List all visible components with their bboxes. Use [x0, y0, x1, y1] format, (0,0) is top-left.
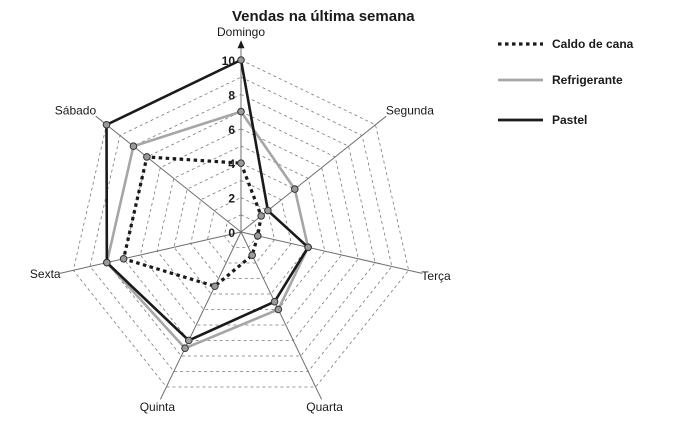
category-label-3: Quarta: [306, 400, 343, 414]
series-2-point-3: [270, 297, 279, 306]
spoke-2: [240, 231, 423, 274]
grid-ring-3: [190, 179, 292, 279]
series-line-1: [105, 110, 310, 350]
grid-ring-7: [123, 111, 359, 341]
axis-arrow: [237, 40, 245, 49]
tick-label-2: 2: [228, 192, 235, 206]
series-0-point-1: [257, 212, 265, 220]
series-1-point-0: [237, 107, 245, 116]
series-2-point-2: [304, 243, 312, 252]
series-2-point-0: [237, 56, 245, 64]
series-1-point-3: [274, 305, 283, 314]
series-0-point-5: [119, 254, 128, 263]
grid-ring-4: [173, 162, 309, 295]
spoke-5: [59, 231, 242, 274]
grid-ring-10: [72, 59, 410, 388]
series-0-point-3: [248, 251, 256, 260]
series-line-0: [121, 155, 263, 289]
tick-label-4: 4: [228, 157, 235, 171]
grid-ring-9: [89, 76, 393, 372]
series-2-point-6: [102, 120, 111, 129]
tick-label-6: 6: [228, 123, 235, 137]
grid-ring-2: [207, 197, 275, 264]
series-line-2: [105, 58, 310, 343]
series-1-point-6: [129, 142, 138, 151]
tick-label-10: 10: [222, 54, 236, 68]
series-1-point-1: [290, 185, 299, 193]
category-label-1: Segunda: [386, 103, 434, 117]
series-layer: [102, 56, 312, 353]
series-0-point-2: [253, 232, 262, 240]
legend: Caldo de cana Refrigerante Pastel: [498, 37, 634, 127]
category-label-6: Sábado: [55, 103, 97, 117]
legend-label-2: Pastel: [552, 113, 587, 127]
spoke-3: [240, 231, 323, 400]
tick-label-0: 0: [228, 226, 235, 240]
tick-label-8: 8: [228, 88, 235, 102]
category-label-4: Quinta: [140, 400, 176, 414]
category-label-0: Domingo: [217, 25, 265, 39]
chart-title-text: Vendas na última semana: [232, 8, 415, 25]
series-0-point-4: [211, 282, 219, 291]
label-layer: 0 2 4 6 8 10 Domingo Segunda Terça Quarta Quinta Se…: [30, 25, 451, 414]
category-label-2: Terça: [421, 269, 451, 283]
spoke-4: [159, 231, 242, 400]
series-1-point-4: [181, 344, 189, 353]
series-0-point-6: [143, 153, 151, 161]
series-2-point-1: [264, 206, 272, 215]
series-2-point-5: [103, 258, 111, 267]
grid-layer: [59, 40, 423, 400]
spoke-6: [95, 115, 242, 233]
category-label-5: Sexta: [30, 267, 61, 281]
legend-label-1: Refrigerante: [552, 73, 623, 87]
series-0-point-0: [237, 159, 245, 167]
legend-label-0: Caldo de cana: [552, 37, 634, 51]
series-2-point-4: [184, 336, 193, 345]
